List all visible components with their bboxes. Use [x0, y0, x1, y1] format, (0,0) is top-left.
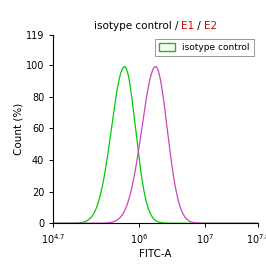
Legend: isotype control: isotype control — [155, 40, 253, 56]
Text: isotype control /: isotype control / — [94, 21, 181, 31]
Text: E2: E2 — [205, 21, 218, 31]
Y-axis label: Count (%): Count (%) — [13, 103, 23, 155]
X-axis label: FITC-A: FITC-A — [139, 249, 172, 259]
Text: /: / — [194, 21, 205, 31]
Text: E1: E1 — [181, 21, 194, 31]
